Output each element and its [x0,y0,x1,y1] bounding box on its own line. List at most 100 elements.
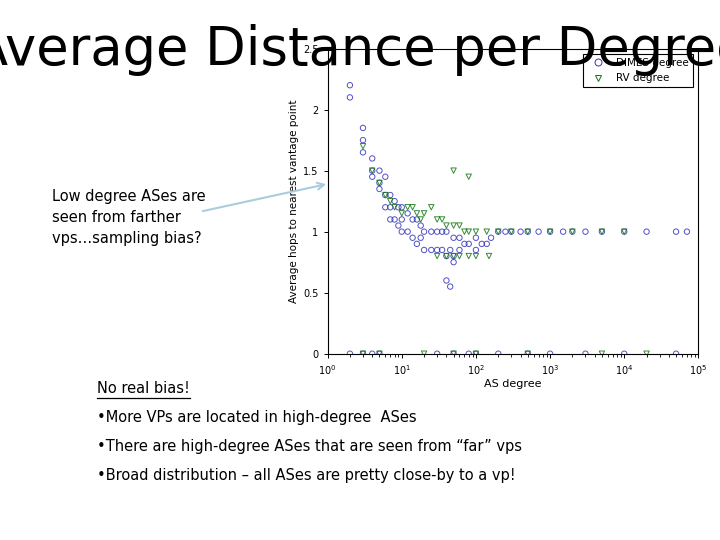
Point [389,197,400,205]
Point [580,349,591,358]
Point [470,349,482,358]
Point [426,246,437,254]
Point [533,227,544,236]
Point [454,221,465,230]
Point [463,240,474,248]
Point [618,227,630,236]
Point [505,227,517,236]
Point [374,185,385,193]
Point [379,172,391,181]
Point [596,227,608,236]
Point [344,81,356,90]
Point [441,252,452,260]
Point [596,349,608,358]
Point [544,349,556,358]
Point [641,349,652,358]
Point [379,191,391,199]
FancyArrowPatch shape [203,183,324,211]
X-axis label: AS degree: AS degree [485,379,541,389]
Point [374,349,385,358]
Point [396,215,408,224]
Point [463,172,474,181]
Point [389,215,400,224]
Point [463,349,474,358]
Text: Low degree ASes are
seen from farther
vps…sampling bias?: Low degree ASes are seen from farther vp… [52,189,205,246]
Point [459,227,470,236]
Point [357,124,369,132]
Point [454,252,465,260]
Point [379,203,391,212]
Text: •More VPs are located in high-degree  ASes: •More VPs are located in high-degree ASe… [97,410,417,425]
Point [463,252,474,260]
Point [470,349,482,358]
Point [389,203,400,212]
Point [436,215,448,224]
Point [374,179,385,187]
Point [418,349,430,358]
Point [470,246,482,254]
Point [392,203,404,212]
Point [557,227,569,236]
Point [463,227,474,236]
Point [357,148,369,157]
Point [448,221,459,230]
Point [418,227,430,236]
Point [431,349,443,358]
Point [366,154,378,163]
Y-axis label: Average hops to nearest vantage point: Average hops to nearest vantage point [289,99,299,303]
Point [515,227,526,236]
Point [448,349,459,358]
Text: •There are high-degree ASes that are seen from “far” vps: •There are high-degree ASes that are see… [97,439,522,454]
Point [670,349,682,358]
Point [415,233,426,242]
Point [522,227,534,236]
Point [522,227,534,236]
Point [426,203,437,212]
Point [431,246,443,254]
Point [454,233,465,242]
Point [567,227,578,236]
Point [483,252,495,260]
Point [522,349,534,358]
Point [441,276,452,285]
Point [544,227,556,236]
Point [444,282,456,291]
Point [492,227,504,236]
Point [344,93,356,102]
Text: •Broad distribution – all ASes are pretty close-by to a vp!: •Broad distribution – all ASes are prett… [97,468,516,483]
Point [448,166,459,175]
Point [396,203,408,212]
Point [411,240,423,248]
Text: No real bias!: No real bias! [97,381,190,396]
Point [670,227,682,236]
Point [618,227,630,236]
Point [448,258,459,267]
Point [357,136,369,144]
Point [418,246,430,254]
Point [384,197,396,205]
Point [454,246,465,254]
Point [415,221,426,230]
Point [448,349,459,358]
Point [470,233,482,242]
Point [357,349,369,358]
Point [641,227,652,236]
Point [431,252,443,260]
Point [470,227,482,236]
Point [366,172,378,181]
Point [357,142,369,151]
Point [418,209,430,218]
Point [415,215,426,224]
Point [441,227,452,236]
Point [544,227,556,236]
Point [441,221,452,230]
Point [384,191,396,199]
Point [426,227,437,236]
Point [444,246,456,254]
Point [505,227,517,236]
Point [441,252,452,260]
Point [407,203,418,212]
Point [407,233,418,242]
Point [366,166,378,175]
Point [407,215,418,224]
